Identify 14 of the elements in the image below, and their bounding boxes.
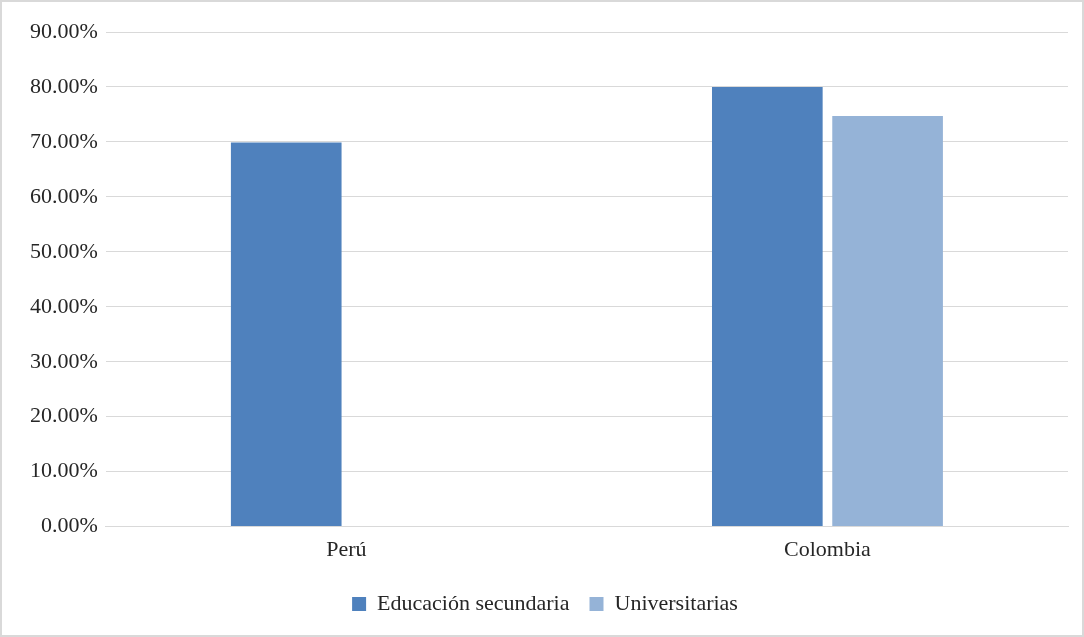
y-tick-label: 50.00%	[30, 237, 98, 263]
x-tick-label: Colombia	[784, 535, 872, 561]
y-tick-label: 30.00%	[30, 347, 98, 373]
y-tick-label: 60.00%	[30, 182, 98, 208]
y-tick-label: 40.00%	[30, 292, 98, 318]
legend-label: Universitarias	[614, 589, 738, 615]
y-tick-label: 20.00%	[30, 402, 98, 428]
x-tick-label: Perú	[326, 535, 367, 561]
y-tick-label: 90.00%	[30, 17, 98, 43]
y-tick-label: 0.00%	[41, 512, 98, 538]
legend-label: Educación secundaria	[377, 589, 570, 615]
y-tick-label: 80.00%	[30, 72, 98, 98]
y-tick-label: 70.00%	[30, 127, 98, 153]
y-tick-label: 10.00%	[30, 457, 98, 483]
